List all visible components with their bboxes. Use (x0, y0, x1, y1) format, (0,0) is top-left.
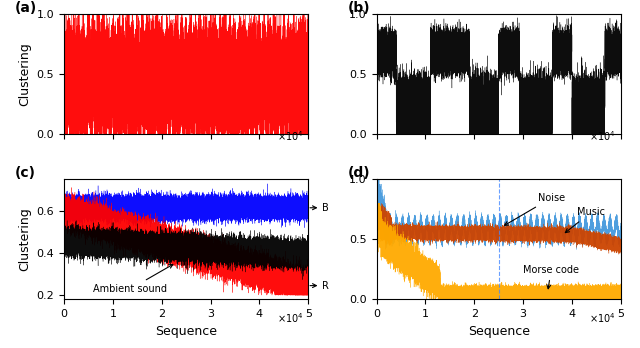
Y-axis label: Clustering: Clustering (18, 42, 31, 106)
Text: (b): (b) (348, 1, 370, 15)
Text: $\times10^4$: $\times10^4$ (589, 129, 616, 143)
Text: Ambient sound: Ambient sound (93, 264, 173, 294)
Text: Morse code: Morse code (523, 265, 579, 289)
Text: $\times10^4$: $\times10^4$ (276, 129, 303, 143)
Text: $\times10^4$: $\times10^4$ (276, 311, 303, 325)
Y-axis label: Clustering: Clustering (18, 207, 31, 271)
Text: (d): (d) (348, 166, 370, 180)
Text: R: R (322, 280, 329, 291)
X-axis label: Sequence: Sequence (155, 325, 217, 338)
Text: Noise: Noise (504, 193, 565, 225)
X-axis label: Sequence: Sequence (468, 325, 530, 338)
Text: (c): (c) (15, 166, 36, 180)
Text: Music: Music (565, 207, 605, 232)
Text: $\times10^4$: $\times10^4$ (589, 311, 616, 325)
Text: B: B (322, 203, 328, 213)
Text: (a): (a) (15, 1, 37, 15)
